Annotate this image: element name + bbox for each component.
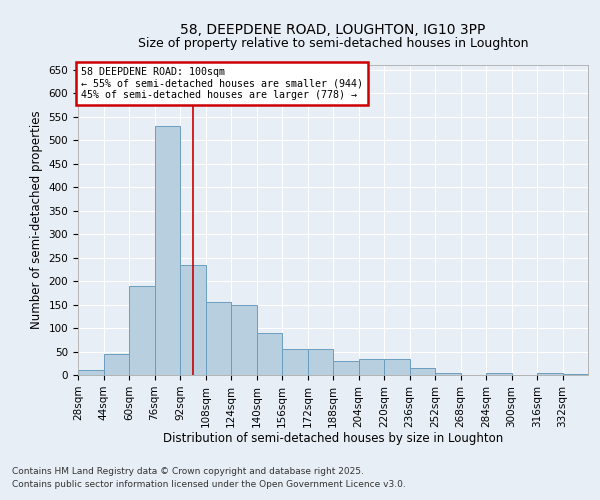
Bar: [435, 372, 461, 375]
Bar: [537, 372, 563, 375]
Text: Size of property relative to semi-detached houses in Loughton: Size of property relative to semi-detach…: [138, 38, 528, 51]
Bar: [409, 368, 435, 375]
Bar: [78, 370, 104, 375]
Bar: [486, 372, 511, 375]
Bar: [231, 304, 257, 375]
X-axis label: Distribution of semi-detached houses by size in Loughton: Distribution of semi-detached houses by …: [163, 432, 503, 446]
Text: Contains public sector information licensed under the Open Government Licence v3: Contains public sector information licen…: [12, 480, 406, 489]
Bar: [563, 374, 588, 375]
Bar: [384, 358, 409, 375]
Bar: [180, 264, 205, 375]
Bar: [359, 358, 384, 375]
Bar: [308, 349, 333, 375]
Bar: [129, 286, 155, 375]
Y-axis label: Number of semi-detached properties: Number of semi-detached properties: [30, 110, 43, 330]
Bar: [104, 354, 129, 375]
Bar: [205, 302, 231, 375]
Bar: [282, 349, 308, 375]
Bar: [257, 332, 282, 375]
Bar: [155, 126, 180, 375]
Text: 58 DEEPDENE ROAD: 100sqm
← 55% of semi-detached houses are smaller (944)
45% of : 58 DEEPDENE ROAD: 100sqm ← 55% of semi-d…: [80, 66, 362, 100]
Text: 58, DEEPDENE ROAD, LOUGHTON, IG10 3PP: 58, DEEPDENE ROAD, LOUGHTON, IG10 3PP: [181, 22, 485, 36]
Bar: [333, 361, 359, 375]
Text: Contains HM Land Registry data © Crown copyright and database right 2025.: Contains HM Land Registry data © Crown c…: [12, 467, 364, 476]
